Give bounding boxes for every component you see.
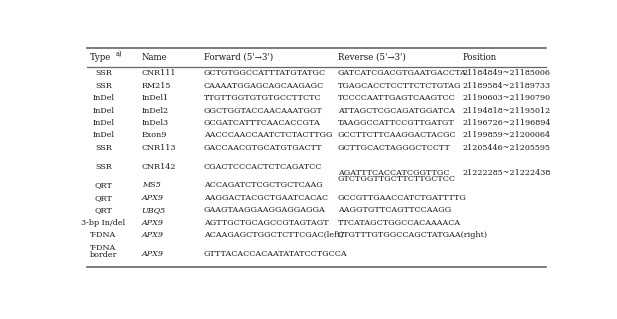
Text: GGCTGGTACCAACAAATGGT: GGCTGGTACCAACAAATGGT [204, 107, 323, 115]
Text: APX9: APX9 [142, 194, 164, 202]
Text: Type: Type [90, 53, 112, 62]
Text: TAAGGCCATTCCGTTGATGT: TAAGGCCATTCCGTTGATGT [337, 119, 455, 127]
Text: GATCATCGACGTGAATGACCTA: GATCATCGACGTGAATGACCTA [337, 69, 466, 77]
Text: GCTTGCACTAGGGCTCCTT: GCTTGCACTAGGGCTCCTT [337, 144, 450, 152]
Text: AAGGACTACGCTGAATCACAC: AAGGACTACGCTGAATCACAC [204, 194, 328, 202]
Text: SSR: SSR [95, 69, 112, 77]
Text: TCCCCAATTGAGTCAAGTCC: TCCCCAATTGAGTCAAGTCC [337, 94, 455, 102]
Text: RM215: RM215 [142, 82, 171, 90]
Text: CGACTCCCACTCTCAGATCC: CGACTCCCACTCTCAGATCC [204, 163, 322, 171]
Text: TGAGCACCTCCTTCTCTGTAG: TGAGCACCTCCTTCTCTGTAG [337, 82, 462, 90]
Text: GCCTTCTTCAAGGACTACGC: GCCTTCTTCAAGGACTACGC [337, 131, 457, 139]
Text: InDel2: InDel2 [142, 107, 169, 115]
Text: Reverse (5'→3'): Reverse (5'→3') [337, 53, 405, 62]
Text: SSR: SSR [95, 82, 112, 90]
Text: 21199859~21200064: 21199859~21200064 [462, 131, 550, 139]
Text: MS5: MS5 [142, 182, 160, 189]
Text: 21196726~21196894: 21196726~21196894 [462, 119, 550, 127]
Text: 3-bp In/del: 3-bp In/del [81, 219, 125, 227]
Text: 21205446~21205595: 21205446~21205595 [462, 144, 550, 152]
Text: T-DNA: T-DNA [90, 244, 117, 252]
Text: ACCAGATCTCGCTGCTCAAG: ACCAGATCTCGCTGCTCAAG [204, 182, 323, 189]
Text: SSR: SSR [95, 163, 112, 171]
Text: TTGTTGGTGTGTGCCTTCTC: TTGTTGGTGTGTGCCTTCTC [204, 94, 321, 102]
Text: AACCCAACCAATCTCTACTTGG: AACCCAACCAATCTCTACTTGG [204, 131, 333, 139]
Text: APX9: APX9 [142, 219, 164, 227]
Text: AGATTTCACCATCGGTTGC: AGATTTCACCATCGGTTGC [337, 169, 449, 177]
Text: ACAAGAGCTGGCTCTTCGAC(left): ACAAGAGCTGGCTCTTCGAC(left) [204, 231, 343, 239]
Text: GCGATCATTTCAACACCGTA: GCGATCATTTCAACACCGTA [204, 119, 321, 127]
Text: TTCATAGCTGGCCACAAAACA: TTCATAGCTGGCCACAAAACA [337, 219, 461, 227]
Text: 21189584~21189733: 21189584~21189733 [462, 82, 550, 90]
Text: CNR142: CNR142 [142, 163, 176, 171]
Text: QRT: QRT [94, 206, 112, 214]
Text: Forward (5'→3'): Forward (5'→3') [204, 53, 273, 62]
Text: GTTTACACCACAATATATCCTGCCA: GTTTACACCACAATATATCCTGCCA [204, 250, 347, 258]
Text: 21184849~21185006: 21184849~21185006 [462, 69, 550, 77]
Text: InDel1: InDel1 [142, 94, 169, 102]
Text: InDel3: InDel3 [142, 119, 169, 127]
Text: a): a) [115, 49, 122, 57]
Text: T-DNA: T-DNA [90, 231, 117, 239]
Text: CAAAATGGAGCAGCAAGAGC: CAAAATGGAGCAGCAAGAGC [204, 82, 324, 90]
Text: APX9: APX9 [142, 250, 164, 258]
Text: InDel: InDel [93, 131, 114, 139]
Text: border: border [89, 251, 117, 259]
Text: 21190603~21190790: 21190603~21190790 [462, 94, 550, 102]
Text: GAAGTAAGGAAGGAGGAGGA: GAAGTAAGGAAGGAGGAGGA [204, 206, 326, 214]
Text: GTCTGGTTGCTTCTTGCTCC: GTCTGGTTGCTTCTTGCTCC [337, 175, 456, 183]
Text: GCCGTTGAACCATCTGATTTTG: GCCGTTGAACCATCTGATTTTG [337, 194, 466, 202]
Text: UBQ5: UBQ5 [142, 206, 166, 214]
Text: GCTGTGGCCATTTATGTATGC: GCTGTGGCCATTTATGTATGC [204, 69, 326, 77]
Text: InDel: InDel [93, 119, 114, 127]
Text: InDel: InDel [93, 94, 114, 102]
Text: QRT: QRT [94, 182, 112, 189]
Text: InDel: InDel [93, 107, 114, 115]
Text: Position: Position [462, 53, 496, 62]
Text: APX9: APX9 [142, 231, 164, 239]
Text: CTGTTTGTGGCCAGCTATGAA(right): CTGTTTGTGGCCAGCTATGAA(right) [337, 231, 488, 239]
Text: SSR: SSR [95, 144, 112, 152]
Text: ATTAGCTCGCAGATGGATCA: ATTAGCTCGCAGATGGATCA [337, 107, 455, 115]
Text: AAGGTGTTCAGTTCCAAGG: AAGGTGTTCAGTTCCAAGG [337, 206, 451, 214]
Text: GACCAACGTGCATGTGACTT: GACCAACGTGCATGTGACTT [204, 144, 322, 152]
Text: 21222285~21222438: 21222285~21222438 [462, 169, 550, 177]
Text: AGTTGCTGCAGCCGTAGTAGT: AGTTGCTGCAGCCGTAGTAGT [204, 219, 328, 227]
Text: 21194818~21195012: 21194818~21195012 [462, 107, 550, 115]
Text: CNR113: CNR113 [142, 144, 176, 152]
Text: Exon9: Exon9 [142, 131, 167, 139]
Text: Name: Name [142, 53, 167, 62]
Text: CNR111: CNR111 [142, 69, 176, 77]
Text: QRT: QRT [94, 194, 112, 202]
